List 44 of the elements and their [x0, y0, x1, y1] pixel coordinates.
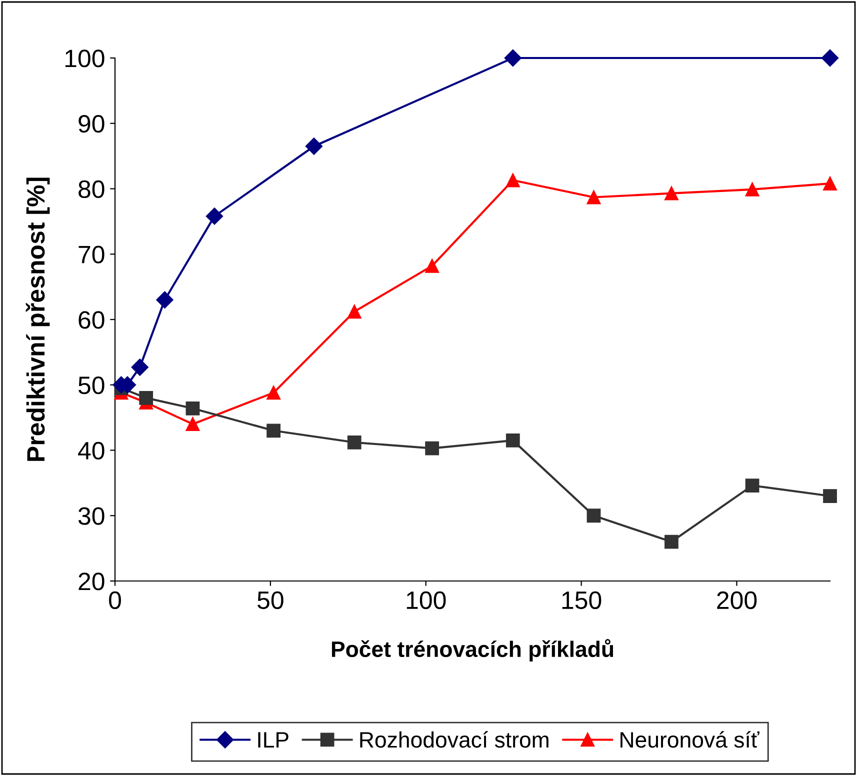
y-tick-label: 20	[78, 572, 104, 590]
point	[206, 208, 224, 225]
x-tick-label: 150	[562, 591, 602, 610]
point	[821, 49, 839, 67]
point	[664, 534, 678, 549]
legend-label: Neuronová síť	[620, 731, 760, 748]
x-axis-title: Počet trénovacích příkladů	[332, 639, 614, 662]
legend-label: ILP	[258, 732, 288, 748]
point	[186, 417, 200, 432]
y-tick-label: 40	[78, 442, 104, 460]
point	[506, 434, 520, 448]
legend-label: Rozhodovací strom	[360, 731, 548, 748]
y-tick-label: 80	[78, 180, 104, 198]
point	[425, 258, 440, 273]
y-tick-label: 30	[78, 507, 104, 525]
point	[745, 478, 760, 492]
y-tick-label: 70	[78, 246, 104, 264]
point	[586, 508, 601, 523]
point	[266, 424, 280, 438]
point	[506, 173, 520, 188]
y-tick-label: 60	[78, 311, 104, 329]
point	[504, 49, 522, 67]
x-tick-label: 50	[258, 591, 284, 610]
y-tick-label: 50	[78, 376, 104, 394]
point	[305, 138, 323, 155]
x-tick-label: 100	[406, 591, 446, 610]
point	[347, 435, 362, 450]
point	[156, 291, 174, 308]
point	[664, 186, 678, 200]
point	[823, 489, 837, 503]
point	[425, 441, 440, 456]
point	[266, 386, 280, 400]
y-tick-label: 100	[65, 50, 104, 68]
x-tick-label: 0	[109, 591, 121, 610]
y-tick-label: 90	[78, 114, 104, 133]
point	[347, 304, 362, 319]
point	[139, 391, 154, 405]
x-tick-label: 200	[717, 591, 757, 610]
point	[186, 401, 200, 416]
point	[823, 176, 837, 190]
y-axis-title: Prediktivní přesnost [%]	[26, 178, 50, 461]
point	[586, 190, 601, 204]
point	[745, 182, 760, 196]
point	[131, 358, 148, 376]
